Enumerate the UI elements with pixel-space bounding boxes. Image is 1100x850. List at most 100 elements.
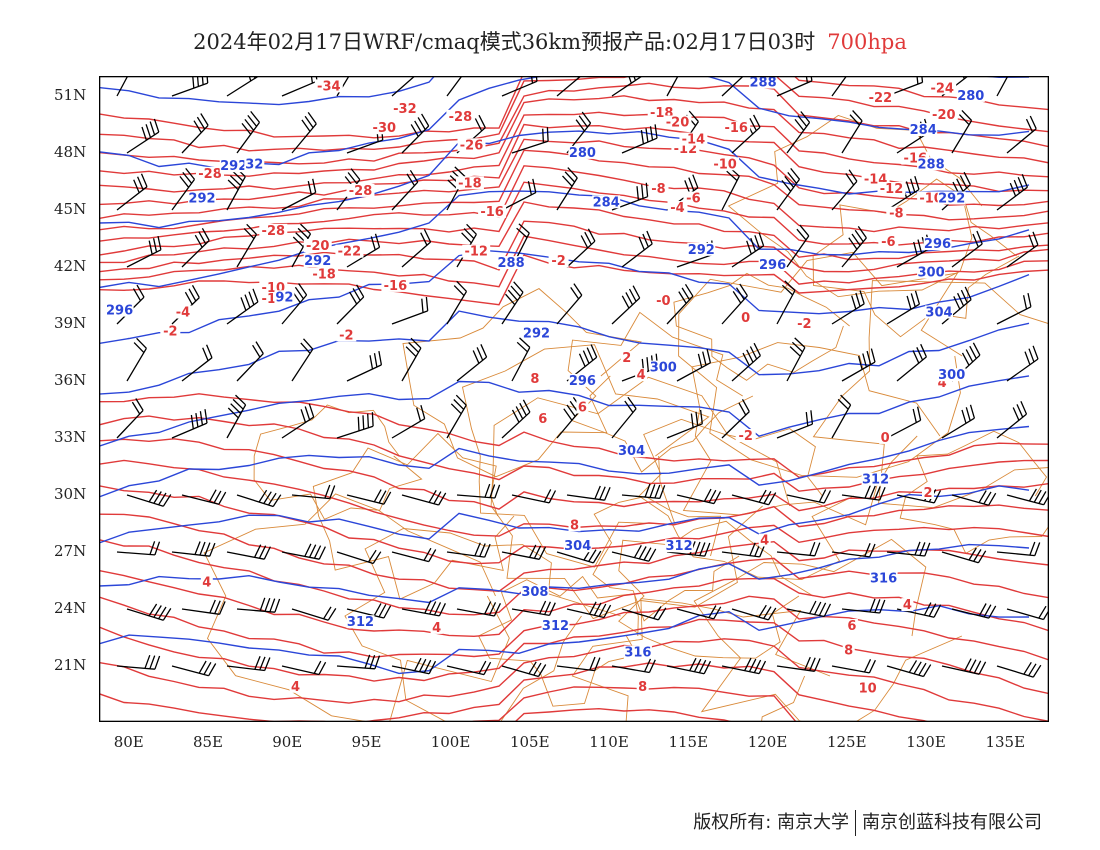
temperature-label-bg — [928, 81, 957, 95]
wind-barb — [126, 337, 147, 382]
wind-barb — [566, 344, 598, 382]
isotherm-line — [99, 201, 1049, 264]
wind-barb — [556, 76, 582, 97]
wind-barb — [281, 660, 327, 676]
wind-barb — [1006, 605, 1049, 621]
lon-tick-label: 130E — [906, 733, 946, 751]
temperature-label-bg — [722, 121, 751, 135]
temperature-label-bg — [929, 107, 958, 121]
wind-barb — [951, 342, 981, 382]
temperature-label: -4 — [670, 201, 684, 216]
temperature-label: -8 — [889, 207, 903, 222]
wind-barb — [281, 283, 308, 325]
wind-barb — [776, 76, 813, 97]
wind-barb — [776, 541, 821, 557]
temperature-isotherms — [99, 76, 1049, 722]
wind-barb — [566, 111, 592, 154]
wind-barb — [996, 292, 1032, 325]
theta-label: 292 — [188, 192, 215, 207]
temperature-label-bg — [667, 201, 688, 214]
temperature-label: -18 — [312, 268, 336, 283]
wind-barb — [171, 660, 217, 677]
temperature-label: 8 — [530, 372, 539, 387]
theta-label-bg — [563, 539, 592, 553]
temperature-label: -2 — [797, 317, 811, 332]
isotherm-line — [99, 76, 1049, 152]
boundary-line — [618, 520, 814, 659]
wind-barb — [556, 167, 578, 211]
wind-barb — [666, 283, 694, 325]
wind-barb — [236, 110, 261, 154]
temperature-label-bg — [886, 206, 907, 220]
temperature-label-bg — [536, 411, 549, 425]
lon-tick-label: 95E — [351, 733, 382, 751]
wind-barb — [456, 483, 501, 499]
wind-barb — [621, 606, 667, 621]
wind-barb — [776, 410, 814, 439]
wind-barb — [456, 344, 488, 382]
temperature-label: -24 — [930, 81, 954, 96]
lat-tick-label: 24N — [54, 599, 87, 617]
theta-label-bg — [649, 360, 678, 374]
isotherm-line — [99, 95, 1049, 177]
temperature-label: -4 — [176, 306, 190, 321]
theta-label: 304 — [925, 306, 952, 321]
temperature-label: -22 — [869, 91, 893, 106]
isotherm-line — [99, 111, 1049, 193]
wind-barb — [181, 113, 209, 154]
temperature-label-bg — [653, 294, 674, 308]
wind-barb — [116, 173, 148, 211]
boundary-line — [490, 376, 791, 620]
temperature-label: -26 — [460, 138, 484, 153]
boundary-line — [344, 528, 621, 722]
temperature-label-bg — [310, 267, 339, 281]
isotherm-line — [99, 235, 1049, 288]
theta-line — [99, 485, 1030, 544]
theta-label: 296 — [569, 374, 596, 389]
temperature-label-bg — [314, 79, 343, 93]
wind-barb — [171, 409, 208, 439]
temperature-label-bg — [390, 102, 419, 116]
wind-barb — [776, 167, 801, 211]
wind-barb — [886, 406, 922, 439]
lat-tick-label: 33N — [54, 428, 87, 446]
wind-barb — [786, 489, 832, 504]
theta-label-bg — [592, 195, 621, 209]
temperature-label-bg — [430, 620, 443, 634]
wind-barb — [951, 603, 997, 619]
theta-label-bg — [617, 444, 646, 458]
theta-label-bg — [303, 254, 332, 268]
lat-tick-label: 48N — [54, 143, 87, 161]
temperature-label-bg — [370, 121, 399, 135]
temperature-label: -28 — [349, 184, 373, 199]
temperature-label-bg — [446, 109, 475, 123]
wind-barb — [556, 656, 601, 672]
temperature-label: -12 — [880, 182, 904, 197]
wind-barb — [721, 166, 740, 211]
wind-barb — [446, 660, 492, 676]
copyright-footer: 版权所有: 南京大学 南京创蓝科技有限公司 — [693, 808, 1042, 836]
lon-tick-label: 120E — [747, 733, 788, 751]
wind-barb — [941, 286, 972, 325]
wind-barb — [951, 230, 983, 268]
wind-barb — [831, 659, 876, 674]
wind-barb — [786, 224, 810, 268]
boundary-line — [461, 344, 710, 568]
wind-barb — [226, 394, 247, 439]
weather-map: -34-32-30-28-26-28-28-28-18-16-20 -22-18-… — [99, 76, 1049, 722]
temperature-label: -20 — [306, 239, 330, 254]
theta-label: 296 — [759, 258, 786, 273]
wind-barb — [446, 280, 468, 325]
theta-label: 292 — [688, 243, 715, 258]
temperature-label: -18 — [458, 176, 482, 191]
lon-tick-label: 115E — [668, 733, 709, 751]
theta-label: 284 — [593, 195, 620, 210]
temperature-label-bg — [758, 533, 771, 547]
temperature-label: 4 — [202, 575, 211, 590]
isotherm-line — [99, 415, 1049, 492]
wind-barb — [291, 338, 314, 382]
temperature-label: -20 — [932, 108, 956, 123]
theta-label: 280 — [569, 146, 596, 161]
wind-barb — [731, 342, 761, 382]
theta-label-bg — [665, 539, 694, 553]
